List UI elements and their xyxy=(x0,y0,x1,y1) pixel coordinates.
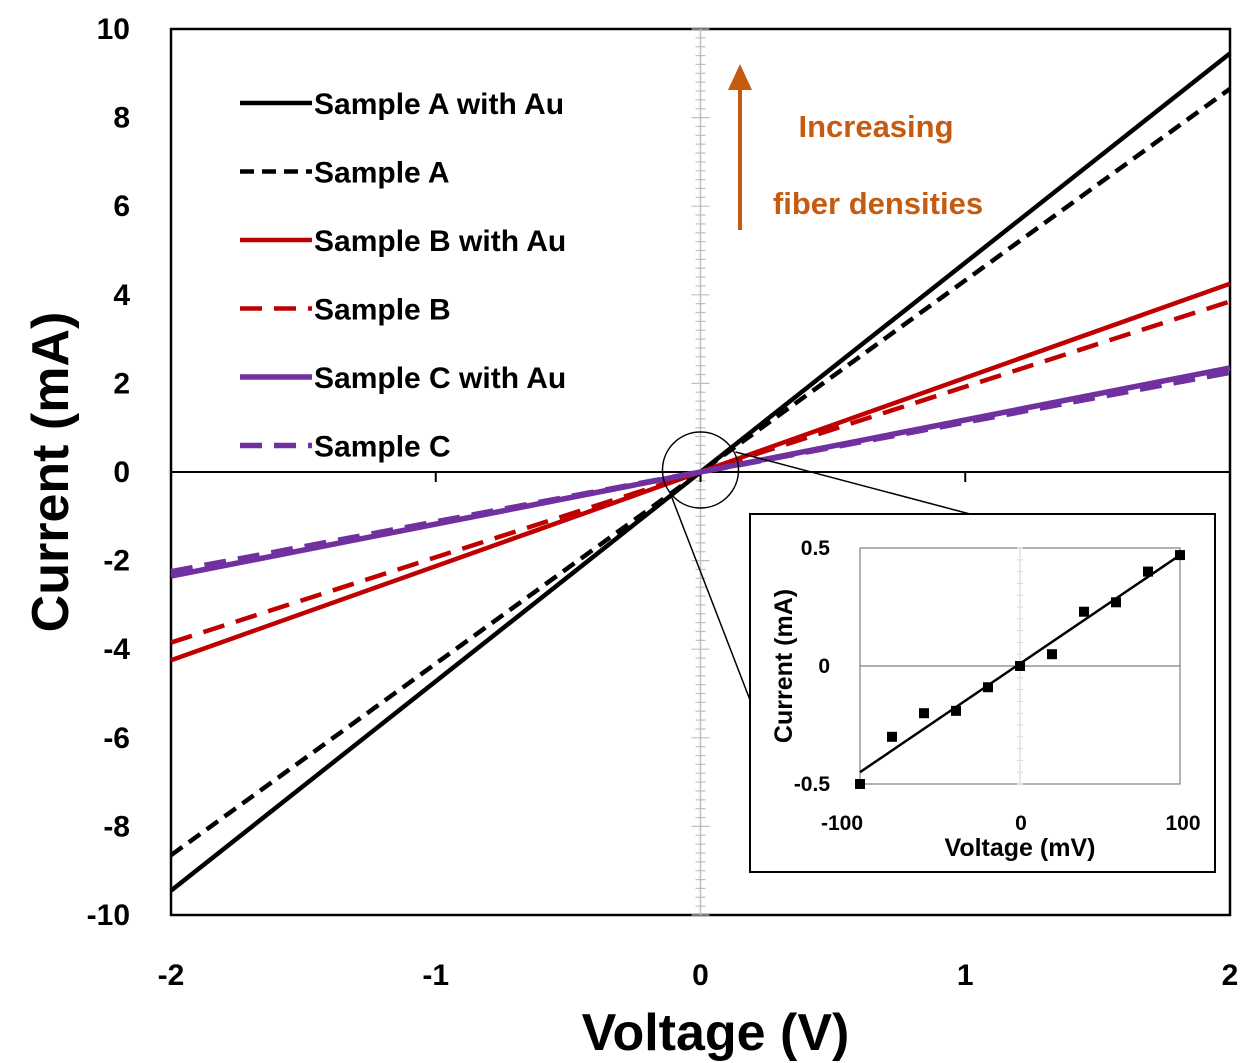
x-tick-label: -2 xyxy=(158,959,185,992)
legend: Sample A with Au Sample A Sample B with Au… xyxy=(240,88,566,464)
zoom-callout xyxy=(661,431,971,701)
x-axis-title: Voltage (V) xyxy=(582,1004,850,1062)
inset-data-point xyxy=(1015,661,1025,671)
inset-data-point xyxy=(1143,566,1153,577)
series-line-sample-c-with-au xyxy=(170,365,1231,579)
inset-data-point xyxy=(887,731,897,742)
y-tick-label: -6 xyxy=(103,722,130,755)
inset-x-axis-title: Voltage (mV) xyxy=(945,834,1096,862)
inset-data-point xyxy=(1111,597,1121,608)
legend-label: Sample B with Au xyxy=(314,225,566,258)
inset-data-point xyxy=(855,779,865,789)
y-axis-title: Current (mA) xyxy=(22,312,80,633)
zoom-circle xyxy=(661,431,740,509)
zoom-connector-line xyxy=(735,451,971,515)
inset-x-tick-label: 100 xyxy=(1165,812,1200,835)
annotation-arrow-head xyxy=(728,64,752,90)
inset-chart: -100 0 100 0.5 0 -0.5 Voltage (mV) Current (mA) xyxy=(749,513,1216,873)
y-tick-label: 0 xyxy=(113,456,130,489)
y-tick-label: 4 xyxy=(113,279,130,312)
inset-data-point xyxy=(1175,550,1185,561)
y-tick-label: 10 xyxy=(97,13,130,46)
y-tick-label: 2 xyxy=(113,367,130,400)
x-tick-label: 0 xyxy=(692,959,709,992)
inset-x-tick-label: -100 xyxy=(821,812,863,835)
inset-frame xyxy=(749,513,1216,873)
x-tick-label: -1 xyxy=(422,959,449,992)
inset-y-axis-title: Current (mA) xyxy=(770,589,798,743)
legend-label: Sample C xyxy=(314,431,451,464)
inset-data-point xyxy=(1079,606,1089,617)
legend-label: Sample B xyxy=(314,294,451,327)
legend-label: Sample C with Au xyxy=(314,362,566,395)
inset-y-tick-label: 0.5 xyxy=(801,537,831,560)
y-tick-label: 6 xyxy=(113,190,130,223)
inset-y-tick-label: 0 xyxy=(818,655,830,678)
inset-data-point xyxy=(983,682,993,693)
x-tick-label: 1 xyxy=(957,959,974,992)
inset-y-tick-label: -0.5 xyxy=(794,773,831,796)
annotation-line: fiber densities xyxy=(773,186,983,221)
y-tick-label: -2 xyxy=(103,545,130,578)
density-annotation: Increasing fiber densities xyxy=(728,64,983,230)
legend-label: Sample A with Au xyxy=(314,88,564,121)
main-series-group xyxy=(169,51,1232,893)
legend-label: Sample A xyxy=(314,157,450,190)
inset-x-tick-label: 0 xyxy=(1015,812,1027,835)
y-tick-label: -10 xyxy=(87,899,130,932)
series-line-sample-a xyxy=(169,86,1232,858)
y-tick-label: -4 xyxy=(103,633,130,666)
inset-data-point xyxy=(919,708,929,719)
y-tick-label: -8 xyxy=(103,810,130,843)
y-tick-label: 8 xyxy=(113,102,130,135)
annotation-line: Increasing xyxy=(798,109,953,144)
inset-data-point xyxy=(1047,649,1057,660)
x-tick-label: 2 xyxy=(1222,959,1239,992)
series-line-sample-c xyxy=(170,369,1231,575)
zoom-connector-line xyxy=(669,493,751,701)
inset-data-point xyxy=(951,705,961,716)
